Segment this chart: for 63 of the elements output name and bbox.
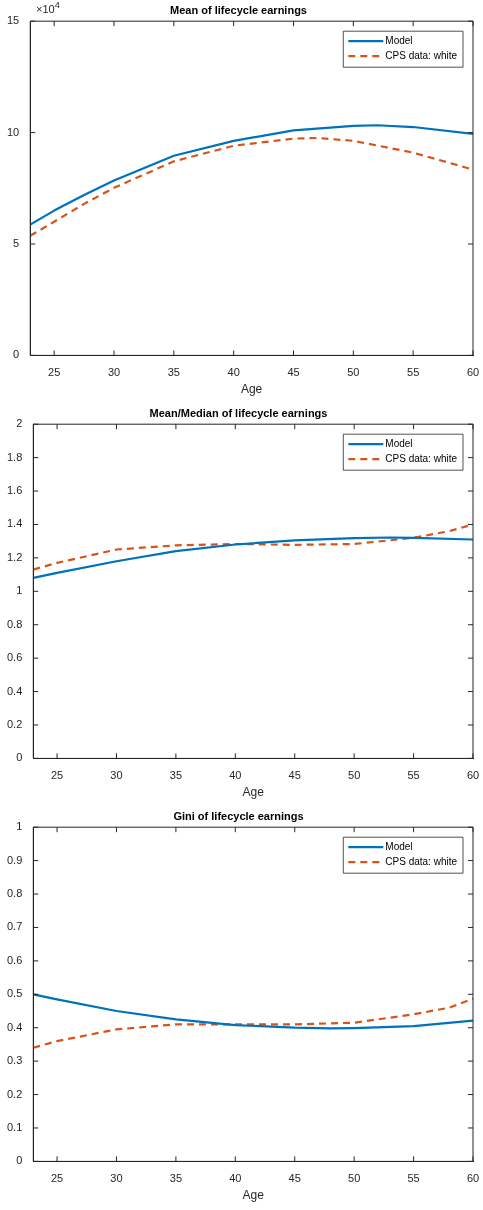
x-tick-label: 55 bbox=[407, 1172, 420, 1185]
y-tick-label: 0.2 bbox=[6, 1087, 23, 1100]
x-tick-label: 55 bbox=[407, 366, 420, 379]
y-tick-label: 0.4 bbox=[6, 684, 23, 697]
legend-label: Model bbox=[385, 34, 413, 46]
y-tick-label: 1 bbox=[16, 584, 23, 597]
x-tick-label: 60 bbox=[466, 1172, 480, 1185]
y-tick-label: 1 bbox=[16, 820, 23, 833]
x-axis-title: Age bbox=[242, 785, 265, 800]
x-tick-label: 60 bbox=[466, 366, 480, 379]
chart-title: Gini of lifecycle earnings bbox=[173, 809, 304, 822]
chart-title: Mean of lifecycle earnings bbox=[170, 3, 307, 16]
y-tick-label: 1.8 bbox=[6, 450, 23, 463]
y-tick-label: 10 bbox=[6, 125, 20, 138]
y-tick-label: 2 bbox=[16, 417, 23, 430]
y-tick-label: 0.5 bbox=[6, 987, 23, 1000]
y-tick-label: 0.8 bbox=[6, 887, 23, 900]
x-tick-label: 30 bbox=[110, 769, 123, 782]
legend-label: CPS data: white bbox=[385, 452, 458, 464]
y-tick-label: 0.2 bbox=[6, 718, 23, 731]
y-tick-label: 1.2 bbox=[6, 550, 23, 563]
x-tick-label: 25 bbox=[48, 366, 61, 379]
y-tick-label: 0.1 bbox=[6, 1121, 23, 1134]
x-tick-label: 25 bbox=[50, 1172, 64, 1185]
x-tick-label: 50 bbox=[348, 1172, 361, 1185]
x-tick-label: 40 bbox=[229, 1172, 242, 1185]
y-tick-label: 0 bbox=[13, 348, 20, 361]
x-tick-label: 45 bbox=[288, 769, 301, 782]
x-tick-label: 45 bbox=[288, 1172, 301, 1185]
x-tick-label: 45 bbox=[287, 366, 300, 379]
y-tick-label: 0.8 bbox=[6, 617, 23, 630]
x-tick-label: 60 bbox=[466, 769, 480, 782]
chart-title: Mean/Median of lifecycle earnings bbox=[149, 406, 328, 419]
x-axis-title: Age bbox=[240, 382, 263, 397]
legend-label: CPS data: white bbox=[385, 49, 458, 61]
x-tick-label: 35 bbox=[167, 366, 180, 379]
y-tick-label: 0.3 bbox=[6, 1054, 23, 1067]
x-tick-label: 50 bbox=[347, 366, 360, 379]
x-tick-label: 35 bbox=[169, 1172, 183, 1185]
legend-label: CPS data: white bbox=[385, 855, 458, 867]
x-tick-label: 25 bbox=[50, 769, 64, 782]
legend-label: Model bbox=[385, 840, 413, 852]
text: ×10$^{4}$ bbox=[36, 0, 60, 15]
y-tick-label: 0.7 bbox=[6, 920, 23, 933]
x-axis-title: Age bbox=[242, 1188, 265, 1203]
y-tick-label: 0.6 bbox=[6, 953, 23, 966]
y-tick-label: 0.6 bbox=[6, 651, 23, 664]
x-tick-label: 30 bbox=[107, 366, 121, 379]
y-tick-label: 5 bbox=[13, 237, 20, 250]
x-tick-label: 35 bbox=[169, 769, 183, 782]
y-tick-label: 0.4 bbox=[6, 1020, 23, 1033]
y-tick-label: 1.6 bbox=[6, 484, 23, 497]
y-tick-label: 0 bbox=[16, 1154, 23, 1167]
y-tick-label: 0.9 bbox=[6, 853, 23, 866]
y-tick-label: 1.4 bbox=[6, 517, 23, 530]
x-tick-label: 40 bbox=[227, 366, 240, 379]
x-tick-label: 50 bbox=[348, 769, 361, 782]
x-tick-label: 55 bbox=[407, 769, 420, 782]
y-tick-label: 0 bbox=[16, 751, 23, 764]
y-tick-label: 15 bbox=[6, 14, 20, 27]
x-tick-label: 30 bbox=[110, 1172, 123, 1185]
x-tick-label: 40 bbox=[229, 769, 242, 782]
legend-label: Model bbox=[385, 437, 413, 449]
